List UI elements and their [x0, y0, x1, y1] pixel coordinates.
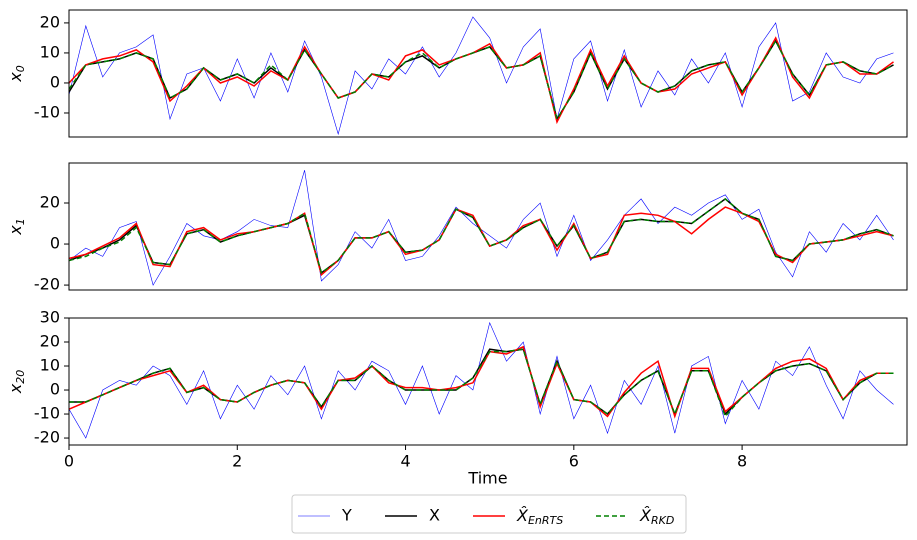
- y-axis-label: x20: [6, 370, 28, 394]
- x-tick-label: 4: [400, 452, 410, 471]
- y-tick-label: -10: [34, 404, 60, 423]
- series-line: [69, 197, 894, 275]
- y-tick-label: -20: [34, 428, 60, 447]
- y-tick-label: -20: [34, 275, 60, 294]
- series-line: [69, 348, 894, 417]
- x-axis-label: Time: [467, 469, 507, 488]
- x-tick-label: 6: [569, 452, 579, 471]
- legend-label: X̂EnRTS: [516, 506, 563, 528]
- series-line: [69, 321, 894, 439]
- plot-frame: [68, 9, 908, 138]
- y-tick-label: 0: [50, 234, 60, 253]
- x-tick-label: 0: [64, 452, 74, 471]
- y-tick-label: 30: [40, 308, 60, 327]
- legend-box: [291, 494, 687, 534]
- legend-label: X: [429, 506, 440, 525]
- x-tick-label: 8: [737, 452, 747, 471]
- series-line: [69, 170, 894, 286]
- plot-frame: [68, 162, 908, 291]
- plot-frame: [68, 317, 908, 446]
- series-line: [69, 39, 894, 121]
- legend-label: X̂RKD: [639, 506, 674, 528]
- y-tick-label: -10: [34, 102, 60, 121]
- y-axis-label: x1: [6, 218, 28, 235]
- y-tick-label: 20: [40, 332, 60, 351]
- series-line: [69, 197, 894, 275]
- y-tick-label: 20: [40, 12, 60, 31]
- legend-label: Y: [341, 506, 352, 525]
- y-tick-label: 0: [50, 380, 60, 399]
- series-line: [69, 16, 894, 136]
- y-tick-label: 10: [40, 356, 60, 375]
- series-line: [69, 206, 894, 277]
- y-tick-label: 10: [40, 42, 60, 61]
- y-tick-label: 0: [50, 72, 60, 91]
- series-line: [69, 348, 894, 418]
- y-axis-label: x0: [6, 65, 28, 82]
- y-tick-label: 20: [40, 193, 60, 212]
- x-tick-label: 2: [232, 452, 242, 471]
